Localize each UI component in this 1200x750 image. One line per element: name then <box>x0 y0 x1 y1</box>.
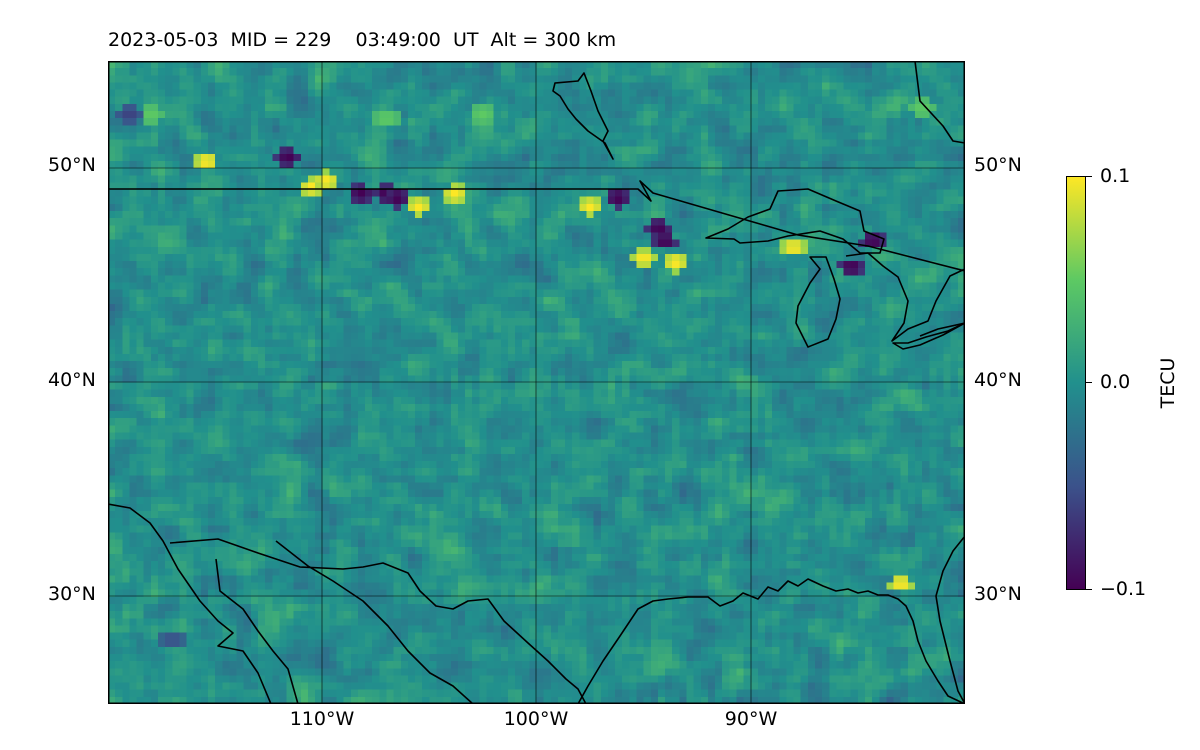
lake-huron <box>845 252 965 342</box>
map-frame <box>108 61 965 704</box>
colorbar <box>1066 176 1086 590</box>
colorbar-tick-min <box>1086 589 1092 590</box>
border-us-canada <box>108 180 965 272</box>
lake-erie <box>892 322 965 350</box>
lat-label-right-50: 50°N <box>974 154 1022 176</box>
colorbar-title: TECU <box>1157 357 1179 409</box>
lon-label-110w: 110°W <box>289 708 355 730</box>
graticule <box>108 61 965 704</box>
coast-florida-atlantic <box>935 535 965 704</box>
lon-label-90w: 90°W <box>724 708 778 730</box>
map-panel <box>108 61 965 704</box>
map-overlay <box>108 61 965 704</box>
lake-superior <box>705 188 885 254</box>
lat-label-left-50: 50°N <box>48 154 96 176</box>
coast-mainland-mexico <box>275 540 474 704</box>
colorbar-tick-zero <box>1086 382 1092 383</box>
lake-michigan <box>795 256 841 348</box>
colorbar-label-min: −0.1 <box>1100 578 1147 600</box>
border-us-mexico <box>169 538 587 704</box>
lat-label-right-30: 30°N <box>974 583 1022 605</box>
colorbar-label-zero: 0.0 <box>1100 371 1131 393</box>
colorbar-tick-max <box>1086 176 1092 177</box>
coast-hudson-bay <box>552 72 614 160</box>
lon-label-100w: 100°W <box>503 708 569 730</box>
coast-baja <box>108 503 272 704</box>
lat-label-right-40: 40°N <box>974 369 1022 391</box>
colorbar-label-max: 0.1 <box>1100 165 1131 187</box>
coast-east-canada <box>914 61 965 144</box>
lat-label-left-40: 40°N <box>48 369 96 391</box>
coast-gulf-mexico <box>577 578 965 704</box>
lake-ontario <box>919 322 965 337</box>
map-title: 2023-05-03 MID = 229 03:49:00 UT Alt = 3… <box>108 29 617 51</box>
lat-label-left-30: 30°N <box>48 583 96 605</box>
coastlines <box>108 61 965 704</box>
coast-gulf-california <box>215 558 299 704</box>
